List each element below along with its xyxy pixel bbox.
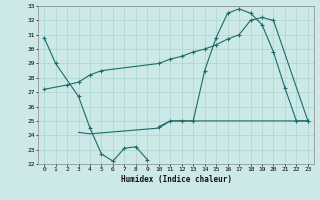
X-axis label: Humidex (Indice chaleur): Humidex (Indice chaleur)	[121, 175, 231, 184]
